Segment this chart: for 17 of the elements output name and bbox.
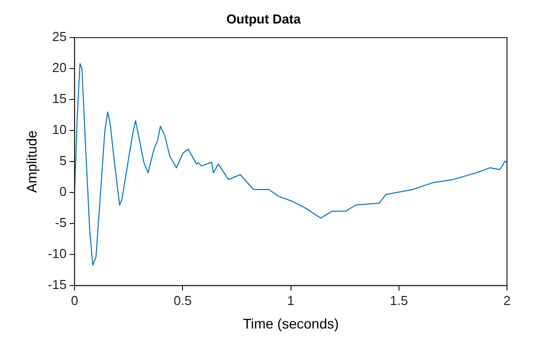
y-tick-label: 20 (52, 60, 67, 76)
y-tick-label: 15 (52, 91, 67, 106)
x-axis-title: Time (seconds) (242, 315, 339, 332)
y-tick-label: 5 (59, 153, 67, 168)
x-tick-label: 1 (287, 292, 294, 308)
y-tick-label: -5 (55, 215, 67, 230)
x-tick-label: 0 (70, 292, 78, 308)
chart-title: Output Data (226, 11, 302, 26)
y-tick-label: 0 (59, 184, 67, 200)
x-tick-label: 0.5 (174, 292, 192, 308)
x-tick-label: 1.5 (390, 292, 408, 308)
y-axis-title: Amplitude (23, 130, 40, 193)
y-tick-label: -10 (48, 246, 67, 262)
y-tick-label: -15 (48, 277, 67, 292)
y-tick-label: 10 (52, 122, 67, 138)
y-tick-label: 25 (52, 29, 67, 44)
x-tick-label: 2 (503, 292, 511, 308)
